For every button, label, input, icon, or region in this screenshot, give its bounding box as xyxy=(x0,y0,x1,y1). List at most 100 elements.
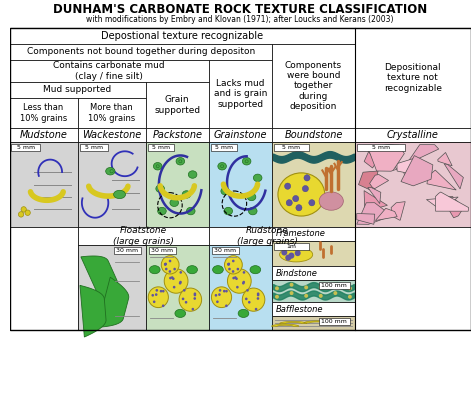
Text: 5 mm: 5 mm xyxy=(283,145,301,150)
Ellipse shape xyxy=(176,158,185,165)
Bar xyxy=(9,142,78,227)
Bar xyxy=(209,245,272,330)
Bar xyxy=(11,144,40,151)
Circle shape xyxy=(180,271,182,274)
Polygon shape xyxy=(366,145,399,162)
Ellipse shape xyxy=(149,266,160,274)
Circle shape xyxy=(255,308,257,310)
Circle shape xyxy=(228,263,230,265)
Circle shape xyxy=(290,283,293,287)
Bar xyxy=(9,98,78,128)
Circle shape xyxy=(169,270,171,273)
Ellipse shape xyxy=(170,199,179,206)
Polygon shape xyxy=(436,192,469,211)
Circle shape xyxy=(246,289,249,292)
Ellipse shape xyxy=(254,174,262,182)
Text: 5 mm: 5 mm xyxy=(17,145,35,150)
Circle shape xyxy=(275,287,279,290)
Text: Mud supported: Mud supported xyxy=(44,85,112,94)
Polygon shape xyxy=(375,208,397,220)
Circle shape xyxy=(288,253,294,259)
Circle shape xyxy=(172,277,174,280)
Polygon shape xyxy=(81,256,117,304)
Circle shape xyxy=(236,286,239,289)
Circle shape xyxy=(191,308,194,310)
Text: Components not bound together during depositon: Components not bound together during dep… xyxy=(27,48,255,56)
Ellipse shape xyxy=(221,187,229,195)
Circle shape xyxy=(286,199,292,206)
Bar xyxy=(209,128,272,142)
Circle shape xyxy=(21,207,27,212)
Circle shape xyxy=(257,293,259,295)
Text: Grain
supported: Grain supported xyxy=(154,95,201,115)
Bar xyxy=(78,227,209,245)
Circle shape xyxy=(232,270,235,273)
Text: Less than
10% grains: Less than 10% grains xyxy=(20,103,67,123)
Circle shape xyxy=(319,285,323,289)
Circle shape xyxy=(153,301,155,303)
Circle shape xyxy=(235,277,238,280)
Circle shape xyxy=(225,256,242,274)
Ellipse shape xyxy=(182,191,191,198)
Circle shape xyxy=(256,297,259,300)
Text: Grainstone: Grainstone xyxy=(214,130,267,140)
Text: 5 mm: 5 mm xyxy=(215,145,233,150)
Circle shape xyxy=(302,185,309,192)
Polygon shape xyxy=(402,167,422,179)
Text: Framestone: Framestone xyxy=(276,229,326,239)
Bar xyxy=(209,60,272,128)
Text: with modifications by Embry and Klovan (1971); after Loucks and Kerans (2003): with modifications by Embry and Klovan (… xyxy=(86,15,394,24)
Bar xyxy=(9,44,272,60)
Bar xyxy=(355,28,471,128)
Polygon shape xyxy=(358,171,378,191)
Ellipse shape xyxy=(224,207,233,215)
Bar xyxy=(272,316,355,330)
Circle shape xyxy=(219,289,221,292)
Bar xyxy=(272,280,355,302)
Text: Crystalline: Crystalline xyxy=(387,130,438,140)
Bar xyxy=(209,142,272,227)
Bar xyxy=(272,142,355,227)
Bar xyxy=(212,247,239,254)
Circle shape xyxy=(232,277,235,279)
Circle shape xyxy=(165,268,167,270)
Circle shape xyxy=(179,288,201,311)
Circle shape xyxy=(185,301,187,303)
Circle shape xyxy=(304,285,308,289)
Circle shape xyxy=(296,205,302,211)
Ellipse shape xyxy=(187,266,198,274)
Polygon shape xyxy=(391,202,405,220)
Circle shape xyxy=(155,293,157,296)
Bar xyxy=(9,28,471,330)
Circle shape xyxy=(155,289,158,292)
Bar xyxy=(319,282,350,289)
Bar xyxy=(272,266,355,280)
Circle shape xyxy=(304,294,308,298)
Ellipse shape xyxy=(248,207,257,215)
Circle shape xyxy=(333,283,337,287)
Circle shape xyxy=(242,281,245,283)
Text: Contains carbonate mud
(clay / fine silt): Contains carbonate mud (clay / fine silt… xyxy=(54,61,165,81)
Text: 1m: 1m xyxy=(286,244,296,249)
Circle shape xyxy=(281,249,287,256)
Circle shape xyxy=(275,295,279,299)
Circle shape xyxy=(257,294,259,296)
Circle shape xyxy=(216,301,219,303)
Polygon shape xyxy=(427,197,458,207)
Ellipse shape xyxy=(250,266,261,274)
Circle shape xyxy=(295,250,301,256)
Text: Bafflestone: Bafflestone xyxy=(276,305,324,314)
Circle shape xyxy=(193,297,196,300)
Bar xyxy=(274,243,309,250)
Ellipse shape xyxy=(188,171,197,178)
Bar xyxy=(147,144,174,151)
Bar xyxy=(274,144,309,151)
Circle shape xyxy=(292,195,299,202)
Bar xyxy=(355,128,471,142)
Ellipse shape xyxy=(114,190,126,199)
Bar xyxy=(78,245,146,330)
Text: Wackestone: Wackestone xyxy=(82,130,141,140)
Bar xyxy=(9,28,355,44)
Bar xyxy=(272,128,355,142)
Polygon shape xyxy=(368,187,381,204)
